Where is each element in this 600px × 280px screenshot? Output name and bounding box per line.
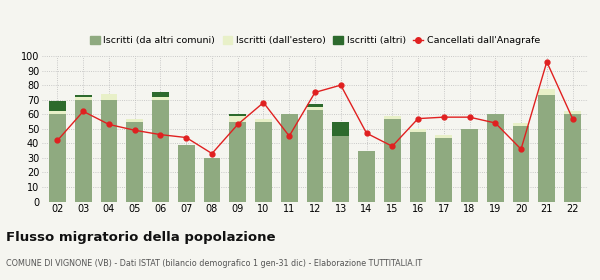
Bar: [229, 114, 246, 116]
Bar: [307, 110, 323, 202]
Bar: [461, 129, 478, 202]
Bar: [255, 119, 272, 122]
Bar: [229, 116, 246, 122]
Bar: [436, 135, 452, 137]
Bar: [307, 104, 323, 107]
Bar: [127, 122, 143, 202]
Bar: [384, 116, 401, 119]
Bar: [564, 114, 581, 202]
Bar: [538, 90, 555, 95]
Bar: [512, 126, 529, 202]
Bar: [49, 101, 66, 111]
Bar: [332, 136, 349, 202]
Bar: [564, 111, 581, 114]
Bar: [75, 97, 92, 100]
Bar: [410, 129, 427, 132]
Bar: [152, 100, 169, 202]
Bar: [49, 111, 66, 114]
Bar: [75, 95, 92, 97]
Bar: [332, 122, 349, 136]
Bar: [101, 100, 118, 202]
Bar: [75, 100, 92, 202]
Bar: [281, 114, 298, 202]
Bar: [178, 145, 194, 202]
Bar: [127, 119, 143, 122]
Legend: Iscritti (da altri comuni), Iscritti (dall'estero), Iscritti (altri), Cancellati: Iscritti (da altri comuni), Iscritti (da…: [90, 36, 540, 45]
Text: COMUNE DI VIGNONE (VB) - Dati ISTAT (bilancio demografico 1 gen-31 dic) - Elabor: COMUNE DI VIGNONE (VB) - Dati ISTAT (bil…: [6, 259, 422, 268]
Text: Flusso migratorio della popolazione: Flusso migratorio della popolazione: [6, 231, 275, 244]
Bar: [307, 107, 323, 110]
Bar: [436, 137, 452, 202]
Bar: [538, 95, 555, 202]
Bar: [152, 92, 169, 97]
Bar: [101, 94, 118, 100]
Bar: [203, 158, 220, 202]
Bar: [255, 122, 272, 202]
Bar: [384, 119, 401, 202]
Bar: [229, 122, 246, 202]
Bar: [487, 114, 503, 202]
Bar: [358, 151, 375, 202]
Bar: [410, 132, 427, 202]
Bar: [49, 114, 66, 202]
Bar: [152, 97, 169, 100]
Bar: [512, 123, 529, 126]
